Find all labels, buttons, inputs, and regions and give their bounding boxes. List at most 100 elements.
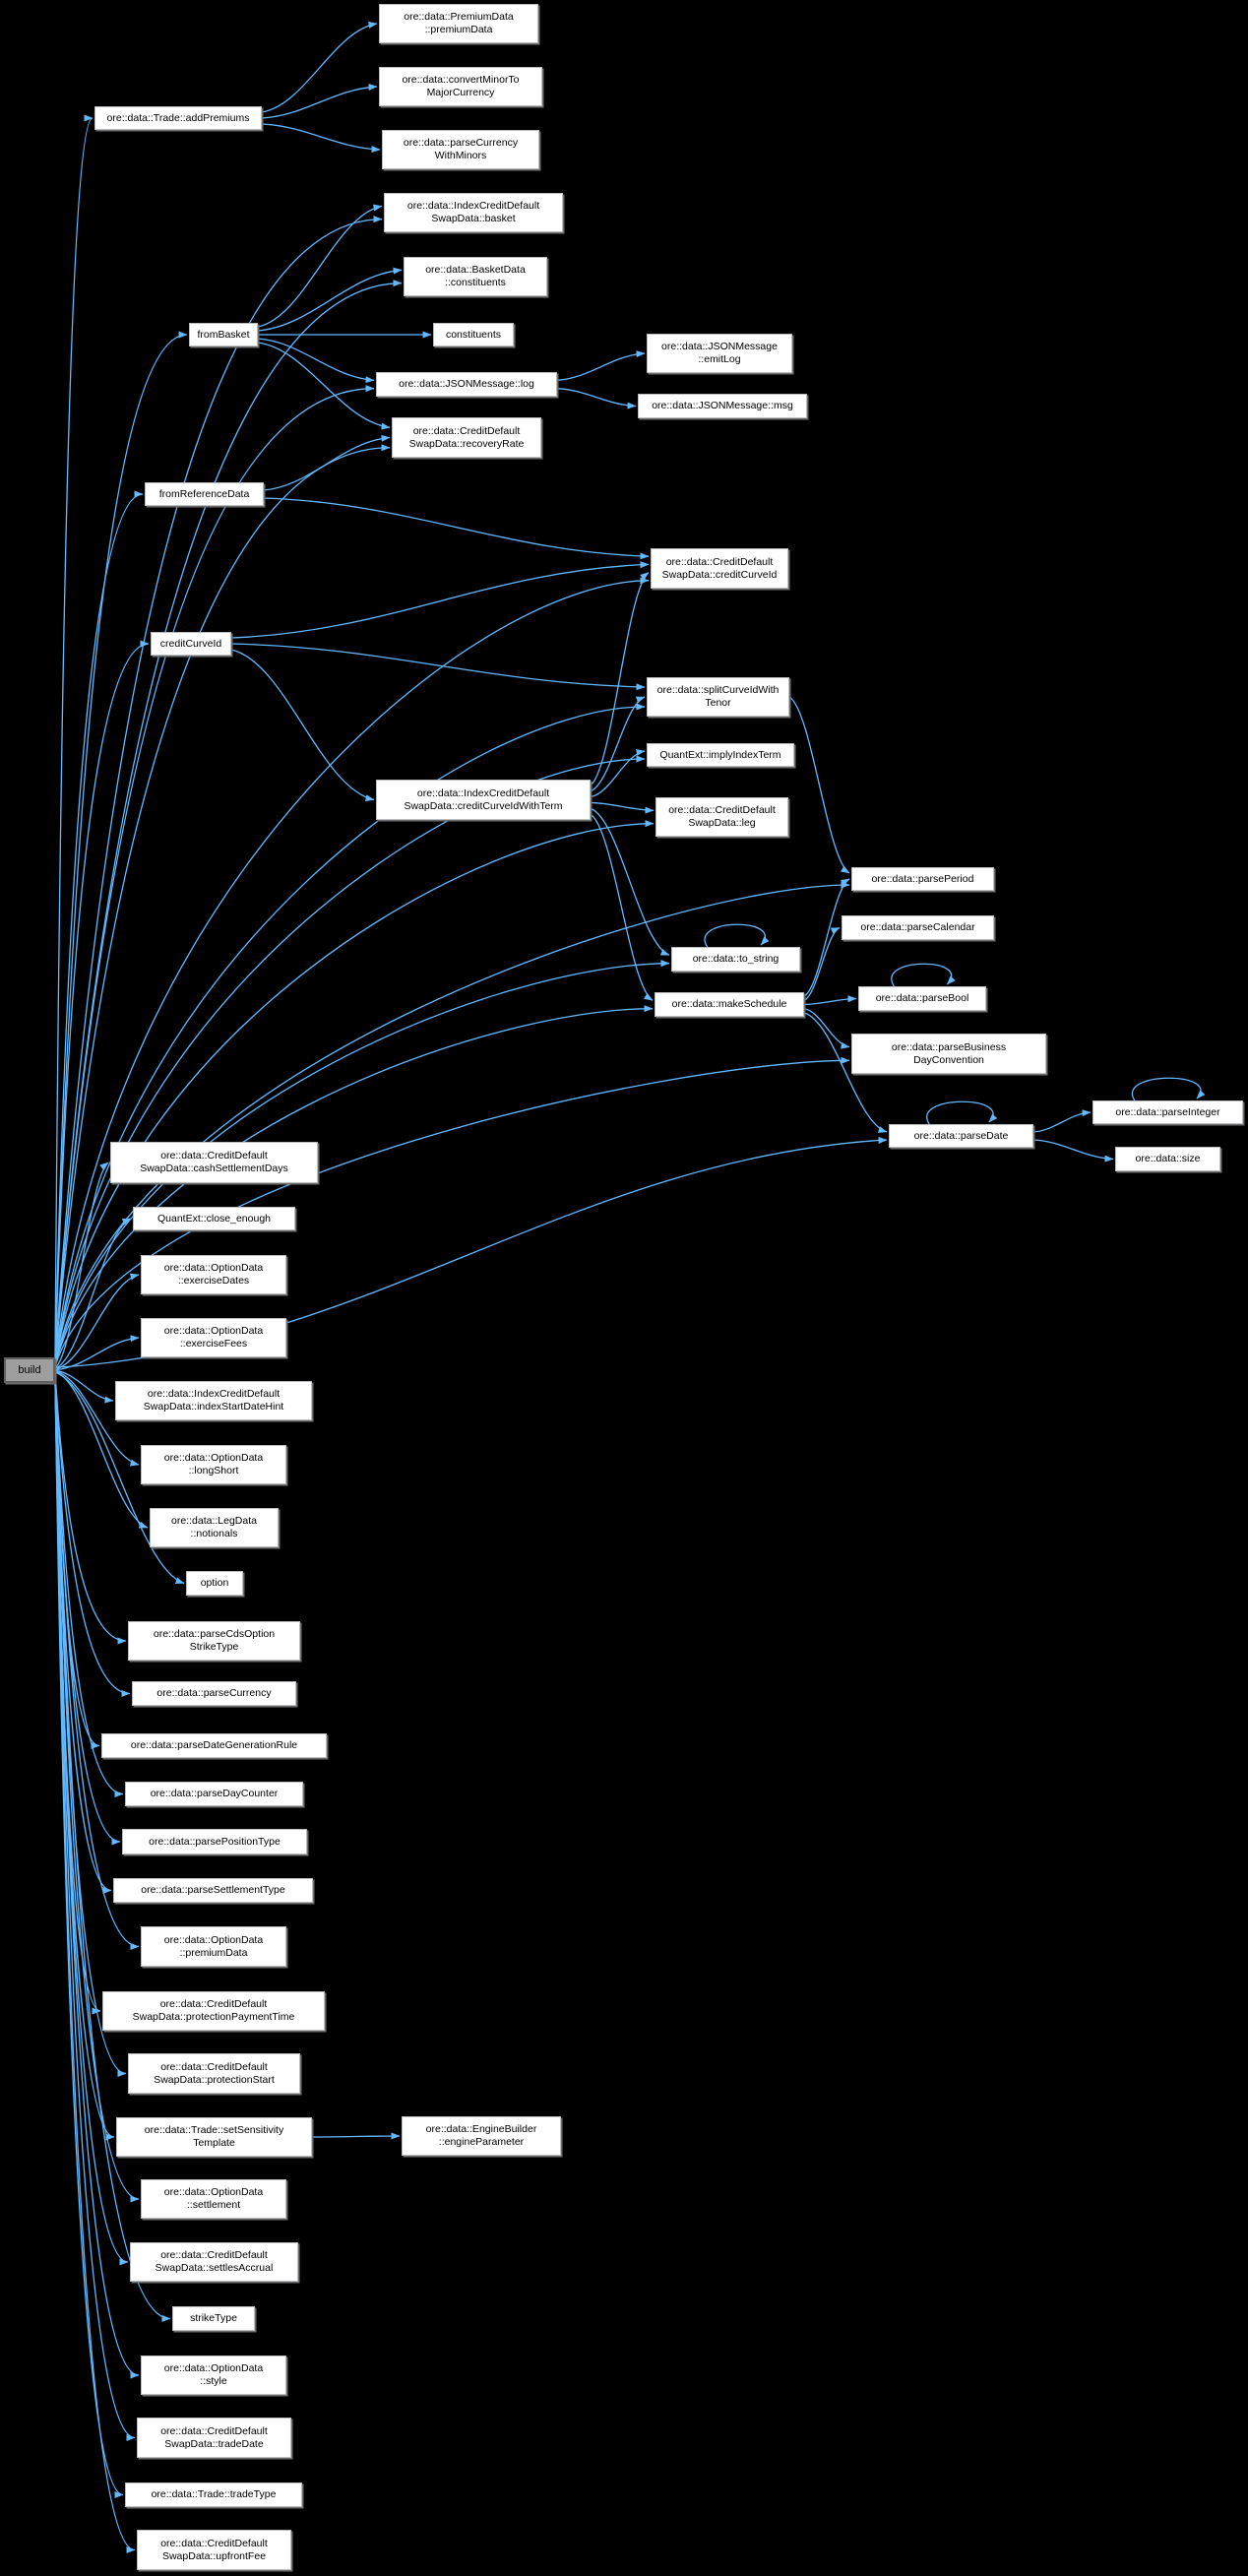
node-parseDayCounter[interactable]: ore::data::parseDayCounter xyxy=(125,1782,303,1806)
node-implyIndexTerm[interactable]: QuantExt::implyIndexTerm xyxy=(647,743,794,767)
node-parseInteger[interactable]: ore::data::parseInteger xyxy=(1092,1100,1243,1124)
edge-build-tradeDate xyxy=(54,1381,136,2441)
edge-build-parseSettlementType xyxy=(54,1375,112,1894)
node-strikeType[interactable]: strikeType xyxy=(172,2306,255,2331)
edge-build-cashSettlementDays xyxy=(54,1162,109,1369)
edge-build-parseDayCounter xyxy=(54,1374,124,1797)
node-parsePositionType[interactable]: ore::data::parsePositionType xyxy=(122,1829,307,1854)
node-parseCurrencyWithMinors[interactable]: ore::data::parseCurrency WithMinors xyxy=(382,130,539,169)
node-recoveryRate[interactable]: ore::data::CreditDefault SwapData::recov… xyxy=(392,417,541,458)
node-optPremiumData[interactable]: ore::data::OptionData ::premiumData xyxy=(141,1926,286,1967)
edge-splitCurveIdWithTenor-parsePeriod xyxy=(788,696,850,874)
node-emitLog[interactable]: ore::data::JSONMessage ::emitLog xyxy=(647,334,792,373)
node-tradeType[interactable]: ore::data::Trade::tradeType xyxy=(125,2482,302,2507)
edge-jsonLog-emitLog xyxy=(556,350,646,381)
node-cdsLeg[interactable]: ore::data::CreditDefault SwapData::leg xyxy=(655,797,788,837)
edge-creditCurveId-creditCurveIdWithTerm xyxy=(230,649,375,802)
edge-build-upfrontFee xyxy=(54,1382,136,2553)
edge-creditCurveIdWithTerm-cdsCreditCurveId xyxy=(590,572,650,786)
node-protectionStart[interactable]: ore::data::CreditDefault SwapData::prote… xyxy=(128,2053,300,2094)
node-makeSchedule[interactable]: ore::data::makeSchedule xyxy=(655,992,804,1017)
edge-build-parseDateGenerationRule xyxy=(54,1373,100,1749)
edge-build-optPremiumData xyxy=(54,1376,140,1950)
node-cashSettlementDays[interactable]: ore::data::CreditDefault SwapData::cashS… xyxy=(110,1142,318,1183)
edge-build-close_enough xyxy=(54,1218,132,1370)
edge-creditCurveId-cdsCreditCurveId xyxy=(230,561,650,639)
edge-parseDate-parseInteger xyxy=(1032,1109,1092,1133)
edge-build-tradeType xyxy=(54,1381,124,2498)
node-parseCurrency[interactable]: ore::data::parseCurrency xyxy=(132,1681,296,1706)
edge-fromBasket-recoveryRate xyxy=(257,342,391,430)
edge-addPremiums-premiumData2 xyxy=(261,21,378,113)
node-engineParameter[interactable]: ore::data::EngineBuilder ::engineParamet… xyxy=(402,2116,561,2156)
self-loop-parseInteger xyxy=(1131,1077,1206,1101)
node-indexStartDateHint[interactable]: ore::data::IndexCreditDefault SwapData::… xyxy=(115,1381,312,1420)
node-basketConstituents[interactable]: ore::data::BasketData ::constituents xyxy=(404,257,547,296)
node-creditCurveId[interactable]: creditCurveId xyxy=(151,632,231,656)
edge-build-fromReferenceData xyxy=(54,490,144,1362)
self-loop-parseDate xyxy=(926,1100,998,1125)
node-optStyle[interactable]: ore::data::OptionData ::style xyxy=(141,2356,286,2395)
node-cdsCreditCurveId[interactable]: ore::data::CreditDefault SwapData::credi… xyxy=(651,548,788,589)
node-settlesAccrual[interactable]: ore::data::CreditDefault SwapData::settl… xyxy=(130,2242,298,2282)
edge-build-indexStartDateHint xyxy=(54,1369,114,1404)
edge-build-protectionPaymentTime xyxy=(54,1376,101,2015)
node-parseCalendar[interactable]: ore::data::parseCalendar xyxy=(842,915,994,940)
edge-makeSchedule-parseBDC xyxy=(803,1008,850,1049)
node-fromReferenceData[interactable]: fromReferenceData xyxy=(145,482,264,506)
edge-addPremiums-parseCurrencyWithMinors xyxy=(261,123,381,154)
node-notionals[interactable]: ore::data::LegData ::notionals xyxy=(150,1508,279,1547)
node-close_enough[interactable]: QuantExt::close_enough xyxy=(133,1207,295,1230)
edge-addPremiums-convertMinor xyxy=(261,83,378,119)
node-size[interactable]: ore::data::size xyxy=(1115,1147,1220,1171)
edge-build-addPremiums xyxy=(54,114,94,1358)
edge-build-exerciseFees xyxy=(54,1335,140,1371)
node-jsonMsg[interactable]: ore::data::JSONMessage::msg xyxy=(638,394,807,418)
node-premiumData2[interactable]: ore::data::PremiumData ::premiumData xyxy=(379,4,538,43)
node-protectionPaymentTime[interactable]: ore::data::CreditDefault SwapData::prote… xyxy=(102,1991,325,2031)
node-fromBasket[interactable]: fromBasket xyxy=(189,323,258,346)
edge-creditCurveIdWithTerm-cdsLeg xyxy=(590,801,655,814)
edge-build-cdsCreditCurveId xyxy=(54,577,650,1362)
edge-creditCurveIdWithTerm-splitCurveIdWithTenor xyxy=(590,696,646,792)
node-parseBool[interactable]: ore::data::parseBool xyxy=(858,986,986,1011)
edge-makeSchedule-parseBool xyxy=(803,995,857,1006)
node-addPremiums[interactable]: ore::data::Trade::addPremiums xyxy=(94,106,262,130)
node-jsonLog[interactable]: ore::data::JSONMessage::log xyxy=(376,372,557,397)
node-parseSettlementType[interactable]: ore::data::parseSettlementType xyxy=(113,1878,313,1903)
node-parsePeriod[interactable]: ore::data::parsePeriod xyxy=(851,867,994,891)
node-to_string[interactable]: ore::data::to_string xyxy=(671,947,800,972)
edge-build-protectionStart xyxy=(54,1377,127,2077)
node-creditCurveIdWithTerm[interactable]: ore::data::IndexCreditDefault SwapData::… xyxy=(376,780,591,820)
edge-build-parseCurrency xyxy=(54,1373,131,1697)
node-parseBDC[interactable]: ore::data::parseBusiness DayConvention xyxy=(851,1034,1046,1074)
edge-build-makeSchedule xyxy=(54,1005,654,1367)
edge-fromReferenceData-recoveryRate xyxy=(263,434,391,491)
node-longShort[interactable]: ore::data::OptionData ::longShort xyxy=(141,1445,286,1484)
node-setSensitivityTemplate[interactable]: ore::data::Trade::setSensitivity Templat… xyxy=(116,2117,312,2157)
edge-build-creditCurveId xyxy=(54,640,150,1363)
edge-fromBasket-jsonLog xyxy=(257,338,375,384)
edge-build-basketConstituents xyxy=(54,280,403,1359)
node-build[interactable]: build xyxy=(4,1357,55,1383)
node-icdsBasket[interactable]: ore::data::IndexCreditDefault SwapData::… xyxy=(384,193,563,232)
node-exerciseFees[interactable]: ore::data::OptionData ::exerciseFees xyxy=(141,1318,286,1357)
node-option[interactable]: option xyxy=(186,1571,243,1596)
edge-fromBasket-icdsBasket xyxy=(257,204,383,328)
node-parseDate[interactable]: ore::data::parseDate xyxy=(889,1124,1033,1148)
node-upfrontFee[interactable]: ore::data::CreditDefault SwapData::upfro… xyxy=(137,2530,291,2570)
node-exerciseDates[interactable]: ore::data::OptionData ::exerciseDates xyxy=(141,1255,286,1294)
node-constituents[interactable]: constituents xyxy=(433,323,514,346)
edge-build-icdsBasket xyxy=(54,216,383,1359)
node-parseDateGenerationRule[interactable]: ore::data::parseDateGenerationRule xyxy=(101,1733,327,1758)
node-splitCurveIdWithTenor[interactable]: ore::data::splitCurveIdWith Tenor xyxy=(647,677,789,717)
node-tradeDate[interactable]: ore::data::CreditDefault SwapData::trade… xyxy=(137,2418,291,2458)
edge-setSensitivityTemplate-engineParameter xyxy=(311,2132,401,2140)
edge-build-parsePositionType xyxy=(54,1375,121,1846)
edge-creditCurveIdWithTerm-implyIndexTerm xyxy=(590,749,646,798)
node-convertMinor[interactable]: ore::data::convertMinorTo MajorCurrency xyxy=(379,67,542,106)
node-parseCdsOptionStrikeType[interactable]: ore::data::parseCdsOption StrikeType xyxy=(128,1621,300,1661)
edge-parseDate-size xyxy=(1032,1139,1114,1162)
node-optSettlement[interactable]: ore::data::OptionData ::settlement xyxy=(141,2179,286,2219)
